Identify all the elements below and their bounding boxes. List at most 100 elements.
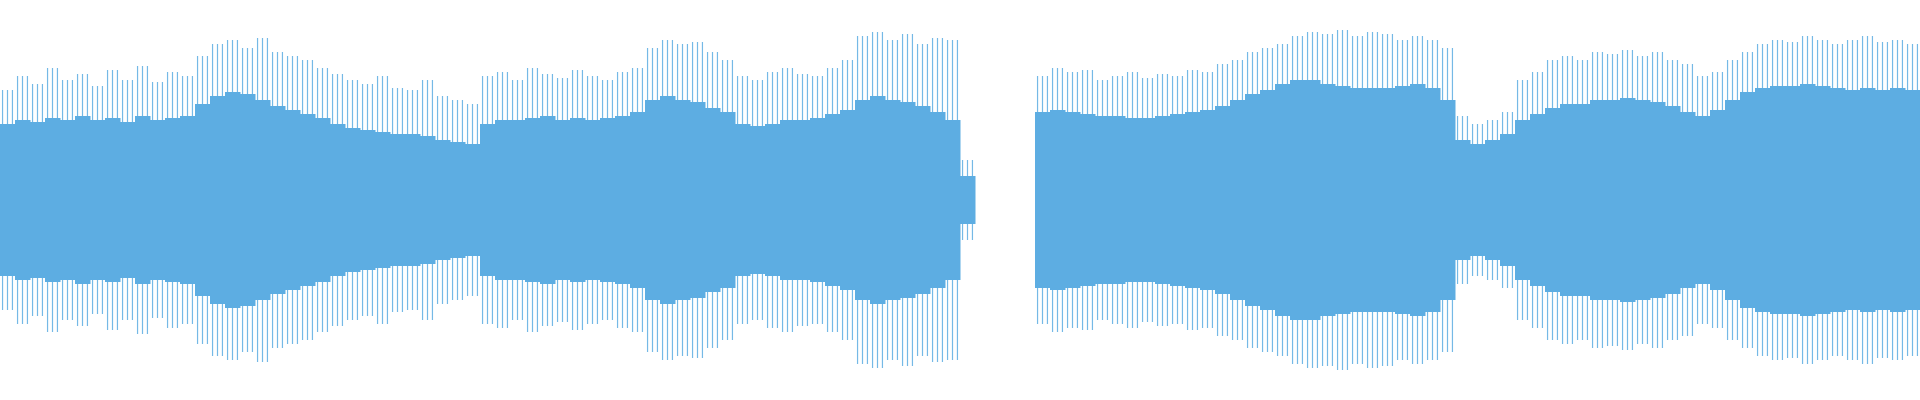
amplitude-core [30, 122, 46, 278]
amplitude-core [630, 112, 646, 288]
amplitude-core [720, 112, 736, 288]
amplitude-core [705, 108, 721, 292]
amplitude-core [1080, 114, 1096, 286]
amplitude-core [660, 96, 676, 304]
amplitude-core [285, 110, 301, 290]
amplitude-core [1170, 114, 1186, 286]
amplitude-core [1380, 88, 1396, 312]
amplitude-core [1785, 86, 1801, 314]
amplitude-core [435, 140, 451, 260]
amplitude-core [600, 118, 616, 282]
amplitude-core [330, 124, 346, 276]
amplitude-core [1755, 88, 1771, 312]
amplitude-core [255, 100, 271, 300]
amplitude-core [915, 106, 931, 294]
amplitude-core [900, 102, 916, 298]
amplitude-core [1260, 90, 1276, 310]
amplitude-core [960, 176, 976, 224]
amplitude-core [1590, 100, 1606, 300]
amplitude-core [420, 136, 436, 264]
amplitude-core [300, 114, 316, 286]
amplitude-core [1710, 110, 1726, 290]
amplitude-core [1845, 90, 1861, 310]
amplitude-core [1875, 90, 1891, 310]
amplitude-core [1230, 100, 1246, 300]
amplitude-core [1530, 114, 1546, 286]
amplitude-core [1485, 140, 1501, 260]
amplitude-core [1800, 84, 1816, 316]
amplitude-core [570, 118, 586, 282]
amplitude-core [1830, 88, 1846, 312]
amplitude-core [210, 96, 226, 304]
amplitude-core [1065, 112, 1081, 288]
amplitude-core [555, 120, 571, 280]
amplitude-core [1365, 88, 1381, 312]
amplitude-core [1650, 102, 1666, 298]
amplitude-core [1335, 86, 1351, 314]
amplitude-core [1185, 112, 1201, 288]
amplitude-core [75, 116, 91, 284]
amplitude-core [885, 100, 901, 300]
amplitude-core [0, 124, 16, 276]
amplitude-core [15, 120, 31, 280]
amplitude-core [930, 112, 946, 288]
amplitude-core [1515, 120, 1531, 280]
amplitude-core [945, 120, 961, 280]
amplitude-core [690, 102, 706, 298]
amplitude-core [1245, 94, 1261, 306]
amplitude-core [1575, 104, 1591, 296]
amplitude-core [1860, 88, 1876, 312]
amplitude-core [1770, 86, 1786, 314]
amplitude-core [345, 128, 361, 272]
amplitude-core [1905, 90, 1920, 310]
amplitude-core [225, 92, 241, 308]
amplitude-core [1470, 144, 1486, 256]
amplitude-core [1035, 112, 1051, 288]
amplitude-core [390, 134, 406, 266]
amplitude-core [150, 120, 166, 280]
amplitude-core [1320, 84, 1336, 316]
amplitude-core [1545, 108, 1561, 292]
amplitude-core [1740, 92, 1756, 308]
amplitude-core [525, 118, 541, 282]
amplitude-core [810, 118, 826, 282]
amplitude-core [855, 100, 871, 300]
amplitude-core [45, 118, 61, 282]
amplitude-core [1410, 84, 1426, 316]
amplitude-core [735, 124, 751, 276]
amplitude-core [1605, 100, 1621, 300]
amplitude-core [1155, 116, 1171, 284]
amplitude-core [840, 110, 856, 290]
amplitude-core [1215, 106, 1231, 294]
amplitude-core [195, 104, 211, 296]
amplitude-core [165, 118, 181, 282]
amplitude-core [315, 118, 331, 282]
amplitude-core [120, 122, 136, 278]
amplitude-core [1455, 140, 1471, 260]
amplitude-core [465, 144, 481, 256]
amplitude-core [240, 94, 256, 306]
amplitude-core [1050, 110, 1066, 290]
amplitude-core [585, 120, 601, 280]
amplitude-core [180, 116, 196, 284]
amplitude-core [540, 116, 556, 284]
amplitude-core [1890, 88, 1906, 312]
amplitude-core [825, 114, 841, 286]
amplitude-core [1620, 98, 1636, 302]
amplitude-core [1140, 118, 1156, 282]
amplitude-core [1500, 134, 1516, 266]
amplitude-core [135, 116, 151, 284]
amplitude-core [105, 118, 121, 282]
amplitude-core [1305, 80, 1321, 320]
amplitude-core [90, 120, 106, 280]
amplitude-core [450, 142, 466, 258]
amplitude-core [675, 100, 691, 300]
amplitude-core [645, 100, 661, 300]
amplitude-core [750, 126, 766, 274]
amplitude-core [795, 120, 811, 280]
amplitude-core [870, 96, 886, 304]
amplitude-core [1275, 84, 1291, 316]
amplitude-core [1425, 88, 1441, 312]
